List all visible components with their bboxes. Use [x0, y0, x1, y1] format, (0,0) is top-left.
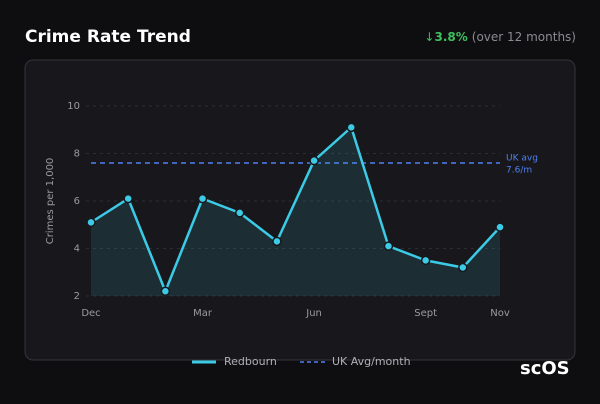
marker: [272, 236, 282, 247]
marker: [123, 193, 133, 204]
x-tick-label: Jun: [305, 308, 322, 319]
change-note: (over 12 months): [472, 30, 576, 44]
marker: [346, 122, 357, 133]
y-axis-label: Crimes per 1,000: [45, 158, 56, 245]
line: [90, 126, 501, 293]
marker: [420, 255, 431, 266]
marker: [495, 222, 505, 232]
reference-label: UK avg: [506, 154, 538, 164]
x-tick-label: Sept: [414, 308, 437, 319]
marker: [309, 155, 319, 166]
chart-title: Crime Rate Trend: [25, 27, 191, 47]
marker: [383, 241, 394, 251]
change-value: 3.8%: [434, 30, 467, 44]
x-tick-label: Dec: [81, 308, 100, 319]
marker: [234, 208, 245, 218]
legend-label: UK Avg/month: [332, 355, 411, 368]
x-tick-label: Nov: [490, 308, 510, 319]
area: [91, 127, 500, 296]
marker: [86, 217, 96, 228]
change-summary: ↓3.8% (over 12 months): [424, 30, 576, 44]
y-tick-label: 8: [74, 149, 80, 160]
marker: [197, 193, 208, 204]
reference-value-label: 7.6/m: [506, 166, 532, 176]
y-tick-label: 2: [74, 291, 80, 302]
y-tick-label: 10: [67, 101, 80, 112]
x-tick-label: Mar: [193, 308, 213, 319]
marker: [458, 262, 468, 273]
legend-label: Redbourn: [224, 355, 277, 368]
y-tick-label: 6: [74, 196, 80, 207]
change-arrow: ↓: [424, 30, 434, 44]
watermark: scOS: [520, 358, 570, 379]
marker: [160, 286, 171, 296]
y-tick-label: 4: [74, 244, 80, 255]
